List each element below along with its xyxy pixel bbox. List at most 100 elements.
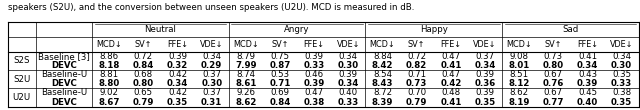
Text: 0.47: 0.47: [441, 52, 460, 61]
Text: 9.26: 9.26: [236, 88, 255, 97]
Text: Baseline-U: Baseline-U: [41, 70, 87, 79]
Text: 0.35: 0.35: [611, 98, 632, 107]
Text: 8.62: 8.62: [509, 88, 529, 97]
Text: 0.39: 0.39: [577, 79, 598, 88]
Text: 0.38: 0.38: [303, 98, 325, 107]
Text: 8.42: 8.42: [372, 61, 393, 70]
Text: DEVC: DEVC: [51, 61, 77, 70]
Text: 7.99: 7.99: [235, 61, 257, 70]
Text: 8.72: 8.72: [373, 88, 392, 97]
Text: 8.12: 8.12: [508, 79, 530, 88]
Text: 8.67: 8.67: [99, 98, 120, 107]
Text: 0.39: 0.39: [339, 70, 358, 79]
Text: 0.34: 0.34: [202, 52, 221, 61]
Text: 0.47: 0.47: [441, 70, 460, 79]
Text: 0.30: 0.30: [338, 61, 359, 70]
Text: 0.77: 0.77: [543, 98, 564, 107]
Text: 0.29: 0.29: [201, 61, 222, 70]
Text: 0.41: 0.41: [578, 52, 597, 61]
Text: 8.19: 8.19: [508, 98, 530, 107]
Text: U2U: U2U: [13, 93, 31, 102]
Text: 0.46: 0.46: [305, 70, 324, 79]
Text: 0.38: 0.38: [612, 88, 631, 97]
Text: Neutral: Neutral: [145, 25, 177, 34]
Text: 0.35: 0.35: [612, 70, 631, 79]
Text: 0.69: 0.69: [271, 88, 289, 97]
Text: Angry: Angry: [284, 25, 310, 34]
Text: MCD↓: MCD↓: [97, 40, 122, 49]
Text: 0.40: 0.40: [577, 98, 598, 107]
Text: 8.81: 8.81: [100, 70, 119, 79]
Text: 0.34: 0.34: [612, 52, 631, 61]
Text: Happy: Happy: [420, 25, 448, 34]
Text: VDE↓: VDE↓: [474, 40, 497, 49]
Text: 0.40: 0.40: [339, 88, 358, 97]
Text: 0.39: 0.39: [476, 88, 495, 97]
Text: 0.48: 0.48: [441, 88, 460, 97]
Text: speakers (S2U), and the conversion between unseen speakers (U2U). MCD is measure: speakers (S2U), and the conversion betwe…: [8, 3, 414, 12]
Text: 8.43: 8.43: [372, 79, 393, 88]
Text: 0.34: 0.34: [338, 79, 359, 88]
Text: 0.37: 0.37: [202, 88, 221, 97]
Text: 0.73: 0.73: [406, 79, 428, 88]
Text: 0.67: 0.67: [544, 70, 563, 79]
Text: 0.71: 0.71: [269, 79, 291, 88]
Text: 0.47: 0.47: [305, 88, 324, 97]
Text: 0.70: 0.70: [407, 88, 426, 97]
Text: 8.61: 8.61: [235, 79, 257, 88]
Text: 0.82: 0.82: [406, 61, 428, 70]
Text: 0.34: 0.34: [577, 61, 598, 70]
Text: 0.42: 0.42: [168, 70, 187, 79]
Text: VDE↓: VDE↓: [610, 40, 634, 49]
Text: 0.76: 0.76: [543, 79, 564, 88]
Text: 0.67: 0.67: [544, 88, 563, 97]
Text: 0.36: 0.36: [474, 79, 495, 88]
Text: 0.30: 0.30: [611, 61, 632, 70]
Text: SV↑: SV↑: [134, 40, 152, 49]
Text: 0.45: 0.45: [578, 88, 597, 97]
Text: 0.39: 0.39: [303, 79, 325, 88]
Text: 8.86: 8.86: [100, 52, 119, 61]
Text: 0.37: 0.37: [202, 70, 221, 79]
Text: 8.84: 8.84: [373, 52, 392, 61]
Text: 0.34: 0.34: [167, 79, 188, 88]
Text: MCD↓: MCD↓: [370, 40, 396, 49]
Text: 0.32: 0.32: [167, 61, 188, 70]
Text: 0.79: 0.79: [406, 98, 428, 107]
Text: 8.18: 8.18: [99, 61, 120, 70]
Text: MCD↓: MCD↓: [233, 40, 259, 49]
Text: 8.01: 8.01: [509, 61, 530, 70]
Text: 0.33: 0.33: [611, 79, 632, 88]
Text: Baseline [3]: Baseline [3]: [38, 52, 90, 61]
Text: VDE↓: VDE↓: [337, 40, 360, 49]
Text: 0.33: 0.33: [338, 98, 359, 107]
Text: 8.80: 8.80: [99, 79, 120, 88]
Text: 0.39: 0.39: [168, 52, 187, 61]
Text: 8.51: 8.51: [509, 70, 529, 79]
Text: 9.02: 9.02: [100, 88, 119, 97]
Text: 8.54: 8.54: [373, 70, 392, 79]
Text: 0.41: 0.41: [440, 98, 461, 107]
Text: 0.35: 0.35: [474, 98, 495, 107]
Text: 0.87: 0.87: [269, 61, 291, 70]
Text: 0.35: 0.35: [167, 98, 188, 107]
Text: Baseline-U: Baseline-U: [41, 88, 87, 97]
Text: 0.72: 0.72: [134, 52, 153, 61]
Text: 0.73: 0.73: [544, 52, 563, 61]
Text: S2U: S2U: [13, 75, 31, 84]
Text: DEVC: DEVC: [51, 79, 77, 88]
Text: 0.75: 0.75: [271, 52, 290, 61]
Text: 0.80: 0.80: [133, 79, 154, 88]
Text: VDE↓: VDE↓: [200, 40, 223, 49]
Text: 8.74: 8.74: [236, 70, 255, 79]
Text: 0.34: 0.34: [339, 52, 358, 61]
Text: FFE↓: FFE↓: [167, 40, 188, 49]
Text: 0.84: 0.84: [269, 98, 291, 107]
Text: 0.41: 0.41: [440, 61, 461, 70]
Text: 0.43: 0.43: [578, 70, 597, 79]
Text: 0.68: 0.68: [134, 70, 153, 79]
Text: 0.84: 0.84: [132, 61, 154, 70]
Text: 0.30: 0.30: [201, 79, 222, 88]
Text: 9.08: 9.08: [509, 52, 529, 61]
Text: FFE↓: FFE↓: [304, 40, 324, 49]
